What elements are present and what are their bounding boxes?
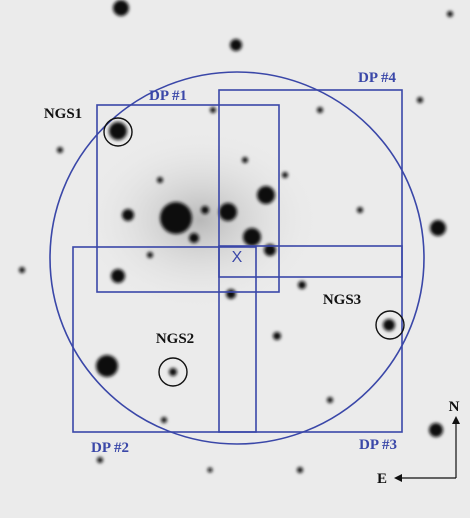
ngs-label: NGS3 xyxy=(323,292,361,308)
ngs-circle xyxy=(158,357,188,387)
dp-label: DP #1 xyxy=(149,88,187,104)
north-label: N xyxy=(449,399,460,415)
dp-label: DP #2 xyxy=(91,440,129,456)
cluster-glow xyxy=(80,130,320,310)
ngs-circle xyxy=(103,117,133,147)
ngs-circle xyxy=(375,310,405,340)
dp4-box xyxy=(218,89,403,278)
field-circle xyxy=(49,71,425,445)
dp2-box xyxy=(72,246,257,433)
ngs-label: NGS1 xyxy=(44,106,82,122)
north-arrowhead xyxy=(452,416,460,424)
dp1-box xyxy=(96,104,280,293)
compass xyxy=(400,422,457,479)
dp3-box xyxy=(218,245,403,433)
east-label: E xyxy=(377,471,387,487)
dp-label: DP #4 xyxy=(358,70,396,86)
east-arrowhead xyxy=(394,474,402,482)
ngs-label: NGS2 xyxy=(156,331,194,347)
center-mark: X xyxy=(232,249,243,266)
stars xyxy=(19,0,453,473)
dp-label: DP #3 xyxy=(359,437,397,453)
